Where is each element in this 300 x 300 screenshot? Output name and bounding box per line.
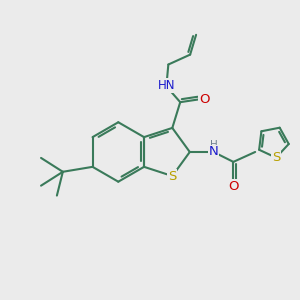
Text: HN: HN: [158, 79, 175, 92]
Text: H: H: [210, 140, 218, 150]
Text: O: O: [199, 93, 209, 106]
Text: N: N: [209, 146, 218, 158]
Text: S: S: [168, 169, 176, 182]
Text: O: O: [228, 180, 238, 193]
Text: S: S: [272, 151, 280, 164]
